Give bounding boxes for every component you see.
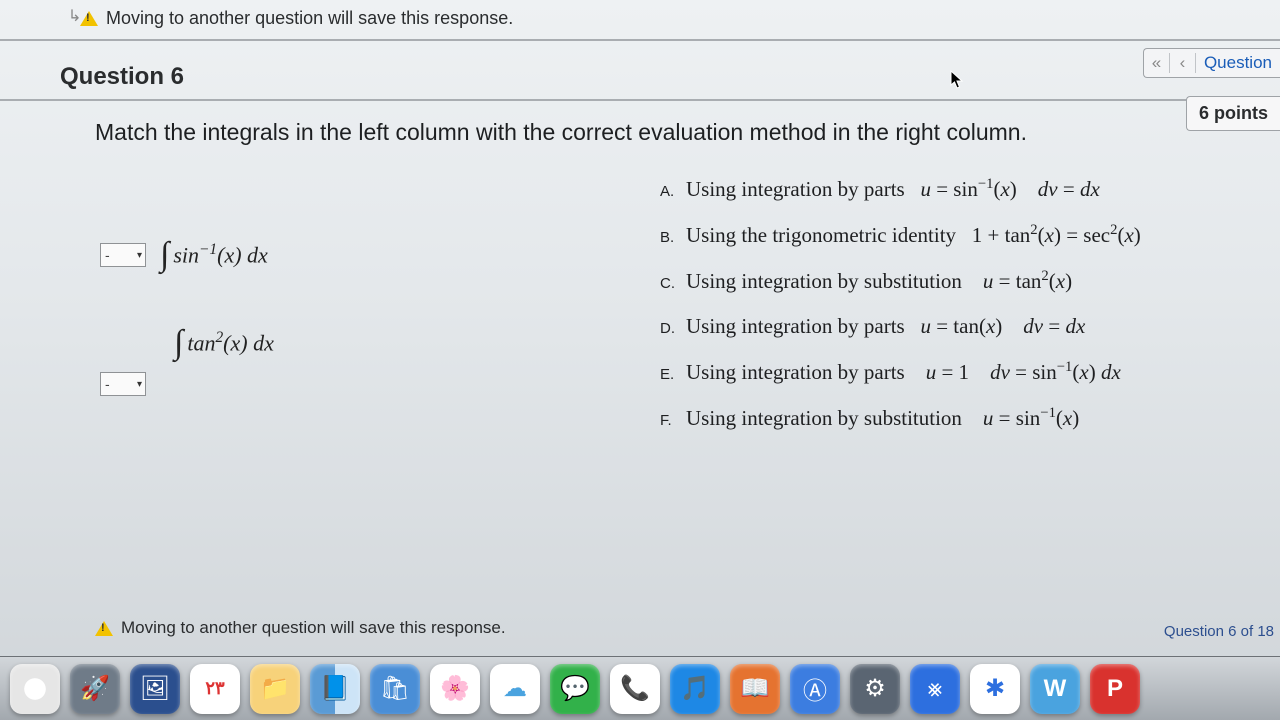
integral-2: ∫tan2(x) dx [174,324,274,362]
option-text: Using integration by parts u = sin−1(x) … [686,176,1100,202]
option-letter: A. [660,177,678,200]
points-badge: 6 points [1186,96,1280,131]
match-row-1: - ▾ ∫sin−1(x) dx [100,236,620,274]
option-letter: C. [660,269,678,292]
dock-facetime-icon[interactable]: 📞 [610,664,660,714]
dock-messages-icon[interactable]: 💬 [550,664,600,714]
option-e: E. Using integration by parts u = 1 dv =… [660,359,1280,385]
option-letter: D. [660,314,678,337]
question-nav: « ‹ Question [1143,48,1280,78]
chevron-down-icon: ▾ [137,250,142,261]
match-select-value: - [105,376,110,392]
integral-1: ∫sin−1(x) dx [160,236,268,274]
match-row-2-select: - ▾ [100,372,620,396]
dock-cloud-icon[interactable]: ☁ [490,664,540,714]
option-d: D. Using integration by parts u = tan(x)… [660,314,1280,339]
option-letter: E. [660,360,678,383]
question-header: Question 6 [0,41,1280,101]
dock-ibooks-icon[interactable]: 📖 [730,664,780,714]
dock-preview-icon[interactable]: 🖼 [130,664,180,714]
option-a: A. Using integration by parts u = sin−1(… [660,176,1280,202]
dock-chrome-icon[interactable]: ◉ [10,664,60,714]
dock-photos-icon[interactable]: 🌸 [430,664,480,714]
chevron-down-icon: ▾ [137,379,142,390]
match-select-value: - [105,247,110,263]
dock-finder-icon[interactable]: 📘 [310,664,360,714]
option-text: Using the trigonometric identity 1 + tan… [686,222,1141,248]
match-select-1[interactable]: - ▾ [100,243,146,267]
dock-appstore2-icon[interactable]: Ⓐ [790,664,840,714]
dock-calendar-icon[interactable]: ٢٣ [190,664,240,714]
dock-settings-icon[interactable]: ⚙ [850,664,900,714]
dock-word-icon[interactable]: W [1030,664,1080,714]
nav-label[interactable]: Question [1196,53,1280,73]
dock-itunes-icon[interactable]: 🎵 [670,664,720,714]
options-column: A. Using integration by parts u = sin−1(… [660,176,1280,431]
save-warning-bar: ↳ Moving to another question will save t… [0,0,1280,41]
save-warning-text: Moving to another question will save thi… [106,8,513,29]
match-select-2[interactable]: - ▾ [100,372,146,396]
dock-launchpad-icon[interactable]: 🚀 [70,664,120,714]
integrals-column: - ▾ ∫sin−1(x) dx ∫tan2(x) dx - ▾ [100,176,620,431]
option-text: Using integration by substitution u = si… [686,405,1079,431]
question-number: Question 6 [60,63,184,91]
macos-dock: ◉ 🚀 🖼 ٢٣ 📁 📘 🛍 🌸 ☁ 💬 📞 🎵 📖 Ⓐ ⚙ ⨳ ✱ W P [0,656,1280,720]
option-f: F. Using integration by substitution u =… [660,405,1280,431]
matching-area: - ▾ ∫sin−1(x) dx ∫tan2(x) dx - ▾ A. Usin… [0,146,1280,431]
dock-appstore-icon[interactable]: 🛍 [370,664,420,714]
match-row-2: ∫tan2(x) dx [100,324,620,362]
option-letter: B. [660,223,678,246]
nav-first-icon[interactable]: « [1144,53,1170,73]
save-warning-text-bottom: Moving to another question will save thi… [121,618,506,638]
question-prompt: Match the integrals in the left column w… [0,101,1280,146]
save-warning-bar-bottom: Moving to another question will save thi… [95,618,506,638]
option-text: Using integration by parts u = 1 dv = si… [686,359,1121,385]
option-b: B. Using the trigonometric identity 1 + … [660,222,1280,248]
option-letter: F. [660,406,678,429]
warning-icon [95,621,113,636]
question-progress: Question 6 of 18 [1164,623,1274,640]
dock-notes-icon[interactable]: 📁 [250,664,300,714]
nav-prev-icon[interactable]: ‹ [1170,53,1196,73]
option-text: Using integration by substitution u = ta… [686,268,1072,294]
warning-icon [80,11,98,26]
option-text: Using integration by parts u = tan(x) dv… [686,314,1085,339]
dock-bluetooth-icon[interactable]: ✱ [970,664,1020,714]
option-c: C. Using integration by substitution u =… [660,268,1280,294]
dock-dropbox-icon[interactable]: ⨳ [910,664,960,714]
dock-powerpoint-icon[interactable]: P [1090,664,1140,714]
